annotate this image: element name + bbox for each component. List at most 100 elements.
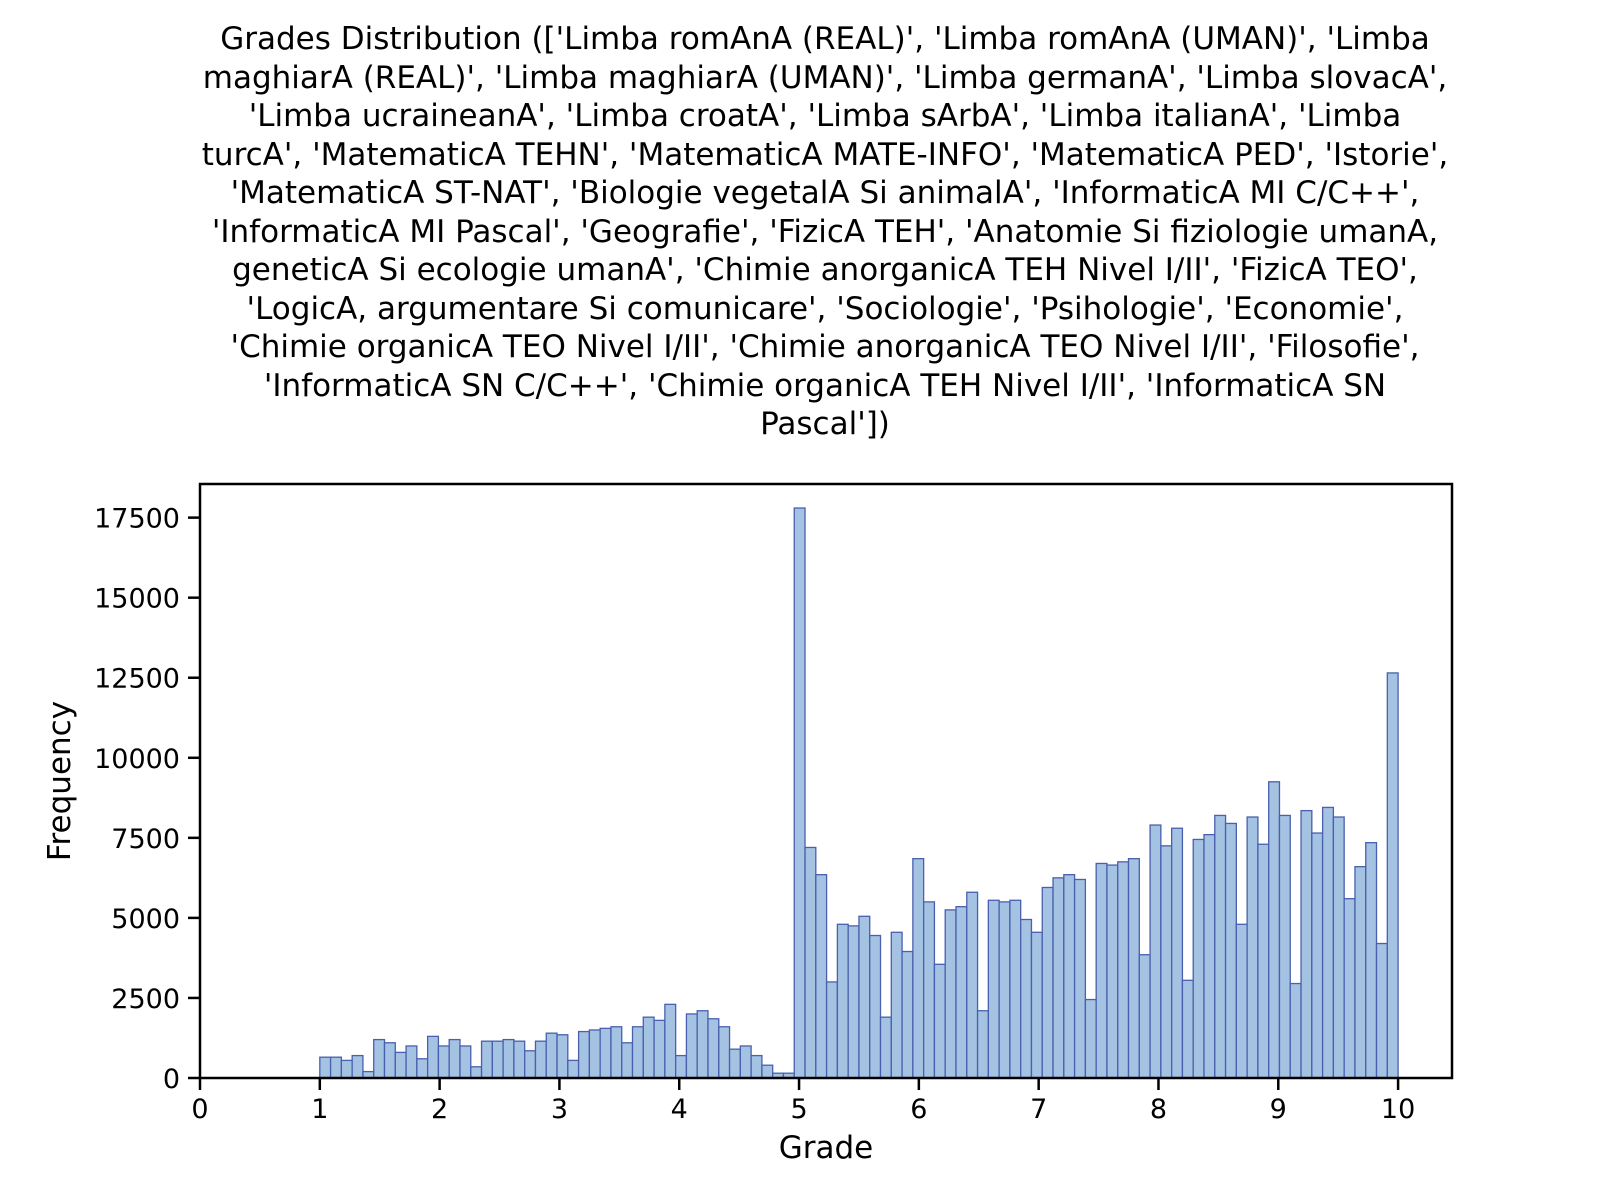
histogram-bar — [1127, 858, 1140, 1079]
histogram-bar — [793, 507, 806, 1079]
histogram-bar — [534, 1040, 547, 1079]
x-tick-label: 1 — [311, 1094, 328, 1125]
histogram-bar — [491, 1040, 504, 1079]
histogram-bar — [750, 1054, 763, 1079]
histogram-bar — [1009, 899, 1022, 1079]
histogram-bar — [1030, 931, 1043, 1079]
histogram-bar — [1106, 864, 1119, 1079]
histogram-bar — [1354, 866, 1367, 1079]
x-tick-label: 3 — [551, 1094, 568, 1125]
histogram-bar — [329, 1056, 343, 1079]
histogram-bar — [1246, 816, 1259, 1079]
bars-group — [319, 507, 1399, 1079]
histogram-bar — [459, 1045, 472, 1079]
histogram-bar — [869, 934, 882, 1079]
histogram-bar — [901, 950, 914, 1079]
histogram-bar — [631, 1026, 644, 1079]
histogram-bar — [966, 891, 979, 1079]
histogram-bar — [1117, 861, 1130, 1079]
histogram-bar — [448, 1038, 461, 1079]
y-tick-label: 2500 — [111, 984, 180, 1015]
histogram-bar — [912, 858, 925, 1079]
histogram-bar — [1365, 841, 1378, 1079]
histogram-bar — [1073, 878, 1087, 1079]
x-tick-label: 6 — [910, 1094, 927, 1125]
histogram-bar — [922, 901, 936, 1079]
histogram-bar — [933, 963, 946, 1079]
histogram-bar — [437, 1045, 450, 1079]
histogram-bar — [1214, 814, 1227, 1079]
y-tick-label: 12500 — [94, 664, 180, 695]
histogram-bar — [642, 1016, 655, 1079]
histogram-bar — [955, 906, 968, 1079]
histogram-bar — [1181, 979, 1194, 1079]
histogram-bar — [567, 1059, 580, 1079]
histogram-bar — [577, 1030, 591, 1079]
histogram-bar — [340, 1059, 353, 1079]
histogram-bar — [728, 1048, 741, 1079]
histogram-bar — [426, 1035, 440, 1079]
histogram-bar — [351, 1054, 364, 1079]
histogram-bar — [1321, 806, 1335, 1079]
y-tick-label: 7500 — [111, 824, 180, 855]
histogram-bar — [944, 909, 957, 1079]
histogram-bar — [664, 1003, 677, 1079]
y-axis-label: Frequency — [42, 701, 78, 861]
histogram-bar — [405, 1045, 418, 1079]
histogram-bar — [1063, 874, 1076, 1079]
histogram-bar — [804, 846, 817, 1079]
histogram-bar — [1278, 814, 1291, 1079]
histogram-bar — [761, 1064, 774, 1079]
y-tick-label: 0 — [163, 1064, 180, 1095]
histogram-bar — [696, 1010, 709, 1079]
histogram-bar — [1203, 833, 1216, 1079]
x-tick-label: 2 — [431, 1094, 448, 1125]
x-tick-label: 9 — [1270, 1094, 1287, 1125]
x-tick-label: 0 — [191, 1094, 208, 1125]
histogram-bar — [610, 1026, 623, 1079]
histogram-bar — [1257, 843, 1270, 1079]
histogram-bar — [1020, 918, 1033, 1079]
histogram-bar — [1192, 838, 1205, 1079]
histogram-bar — [621, 1042, 634, 1079]
histogram-bar — [858, 915, 871, 1079]
histogram-bar — [1041, 886, 1054, 1079]
histogram-bar — [480, 1040, 493, 1079]
histogram-bar — [1149, 824, 1162, 1079]
histogram-bar — [588, 1029, 601, 1079]
histogram-bar — [1300, 809, 1313, 1079]
histogram-bar — [987, 899, 1000, 1079]
histogram-bar — [394, 1051, 407, 1079]
plot-frame — [198, 482, 1454, 1080]
histogram-bar — [1386, 672, 1399, 1079]
histogram-bar — [1170, 827, 1184, 1079]
histogram-bar — [1311, 832, 1324, 1079]
x-tick-label: 10 — [1381, 1094, 1415, 1125]
histogram-bar — [470, 1066, 483, 1079]
histogram-bar — [1095, 862, 1108, 1079]
x-tick-label: 8 — [1150, 1094, 1167, 1125]
y-tick-label: 10000 — [94, 744, 180, 775]
chart-title: Grades Distribution (['Limba romAnA (REA… — [201, 21, 1449, 442]
x-tick-label: 4 — [671, 1094, 688, 1125]
histogram-bar — [545, 1032, 558, 1079]
histogram-bar — [879, 1016, 892, 1079]
histogram-bar — [998, 901, 1011, 1079]
histogram-bar — [373, 1038, 386, 1079]
histogram-bar — [319, 1056, 332, 1079]
histogram-bar — [1332, 816, 1345, 1079]
histogram-bar — [653, 1019, 666, 1079]
histogram-bar — [1138, 954, 1151, 1079]
histogram-bar — [685, 1013, 698, 1079]
histogram-bar — [1160, 845, 1173, 1079]
histogram-bar — [707, 1018, 720, 1079]
histogram-bar — [890, 931, 903, 1079]
histogram-bar — [836, 923, 849, 1079]
y-tick-label: 17500 — [94, 504, 180, 535]
y-tick-label: 15000 — [94, 584, 180, 615]
histogram-bar — [815, 874, 828, 1079]
x-tick-label: 5 — [790, 1094, 807, 1125]
histogram-bar — [416, 1058, 429, 1079]
histogram-bar — [1224, 822, 1237, 1079]
